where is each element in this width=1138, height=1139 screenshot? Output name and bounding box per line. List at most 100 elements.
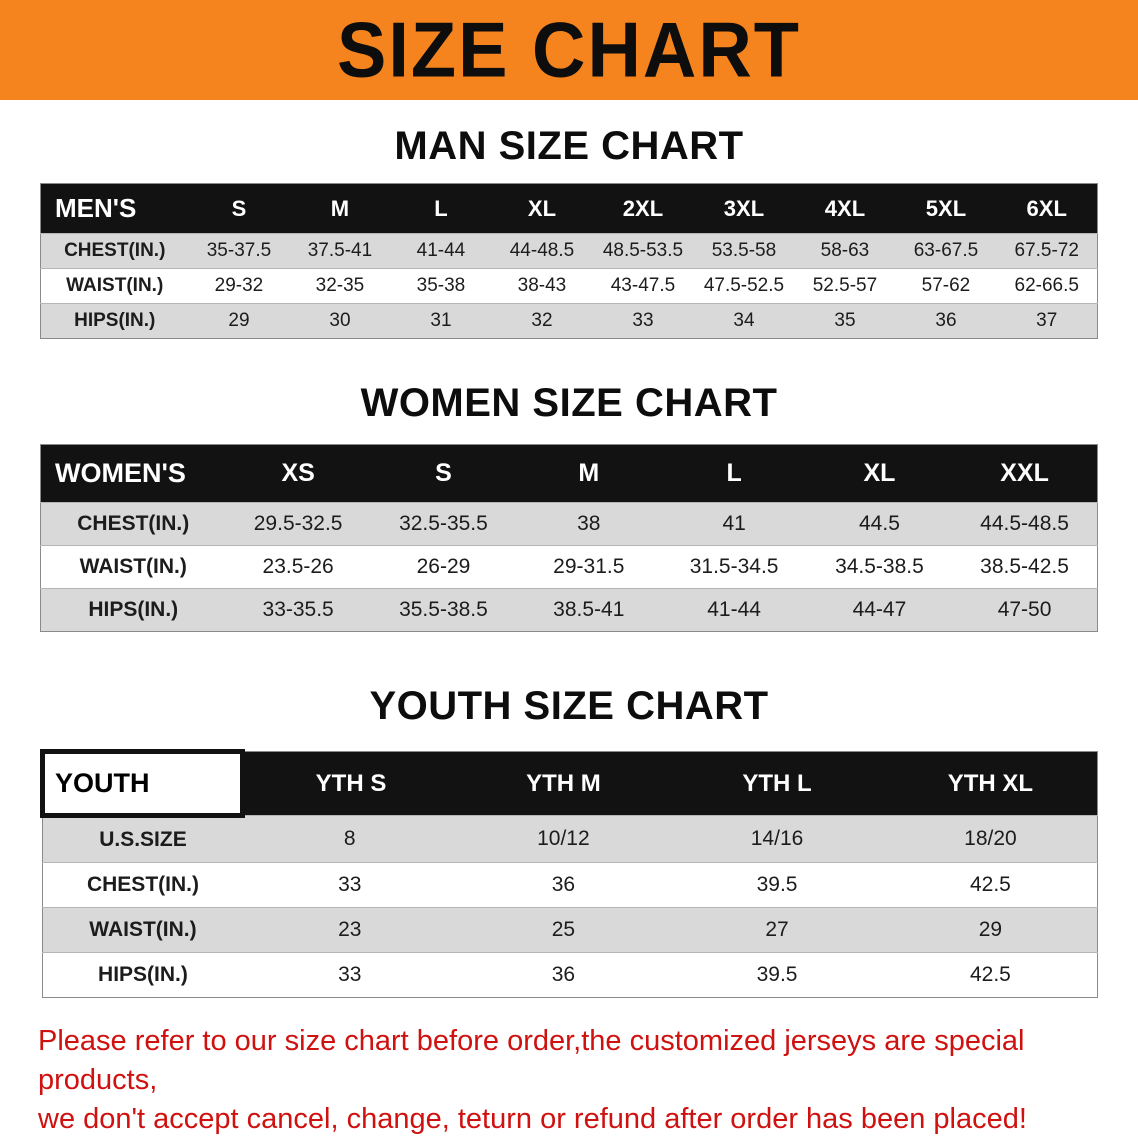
size-value-cell: 32-35: [315, 275, 365, 296]
table-corner-label: YOUTH: [39, 749, 246, 818]
size-value-cell: 33: [338, 963, 362, 986]
row-label: WAIST(IN.): [66, 275, 164, 296]
row-label: WAIST(IN.): [89, 918, 197, 941]
size-value-cell: 31: [430, 310, 452, 331]
size-column-header: L: [390, 183, 492, 234]
youth-section-heading: YOUTH SIZE CHART: [369, 684, 769, 728]
size-column-header: 4XL: [794, 183, 896, 234]
size-value-cell: 35.5-38.5: [399, 598, 488, 621]
size-column-header: XS: [225, 444, 371, 503]
size-value-cell: 42.5: [969, 963, 1011, 986]
size-value-cell: 8: [343, 827, 356, 850]
row-label: CHEST(IN.): [86, 873, 199, 896]
size-value-cell: 36: [551, 963, 576, 986]
row-label: U.S.SIZE: [99, 828, 187, 851]
size-value-cell: 23.5-26: [262, 555, 334, 578]
table-row: HIPS(IN.) 29 30 31 32 33 34 35 36 37: [40, 303, 1098, 339]
size-column-header: 2XL: [592, 183, 694, 234]
size-column-header: L: [661, 444, 807, 503]
size-column-header: S: [370, 444, 517, 503]
table-row: WAIST(IN.) 29-32 32-35 35-38 38-43 43-47.5 47.…: [40, 268, 1098, 304]
size-value-cell: 39.5: [756, 873, 798, 896]
size-value-cell: 41-44: [707, 598, 761, 621]
size-value-cell: 53.5-58: [711, 240, 777, 261]
size-value-cell: 41-44: [416, 240, 466, 261]
size-column-header: S: [188, 183, 290, 234]
size-value-cell: 35-38: [416, 275, 466, 296]
youth-size-section: YOUTH SIZE CHART YOUTH YTH S YTH M YTH L YTH…: [0, 684, 1138, 998]
size-value-cell: 29: [978, 918, 1003, 941]
table-header-row: WOMEN'S XS S M L XL XXL: [40, 444, 1098, 503]
women-size-table: WOMEN'S XS S M L XL XXL CHEST(IN.) 29.5-32.5 32.5…: [40, 444, 1098, 632]
size-value-cell: 44-48.5: [509, 240, 575, 261]
table-corner-label: WOMEN'S: [40, 444, 226, 503]
size-value-cell: 30: [329, 310, 351, 331]
size-value-cell: 33-35.5: [262, 598, 334, 621]
size-value-cell: 42.5: [969, 873, 1011, 896]
size-column-header: XXL: [952, 444, 1098, 503]
size-value-cell: 32: [531, 310, 553, 331]
size-value-cell: 36: [935, 310, 957, 331]
table-row: HIPS(IN.) 33 36 39.5 42.5: [42, 952, 1098, 998]
table-row: CHEST(IN.) 33 36 39.5 42.5: [42, 862, 1098, 908]
size-value-cell: 14/16: [750, 827, 804, 850]
size-value-cell: 38.5-41: [553, 598, 625, 621]
size-column-header: 3XL: [693, 183, 795, 234]
size-value-cell: 29.5-32.5: [253, 512, 343, 535]
women-size-section: WOMEN SIZE CHART WOMEN'S XS S M L XL XXL CHEST(…: [0, 381, 1138, 632]
table-row: HIPS(IN.) 33-35.5 35.5-38.5 38.5-41 41-44 44-…: [40, 588, 1098, 632]
size-value-cell: 57-62: [921, 275, 971, 296]
size-value-cell: 48.5-53.5: [602, 240, 684, 261]
row-label: CHEST(IN.): [77, 512, 190, 535]
size-value-cell: 38.5-42.5: [980, 555, 1069, 578]
size-value-cell: 58-63: [820, 240, 870, 261]
size-value-cell: 29-32: [214, 275, 264, 296]
size-value-cell: 41: [722, 512, 746, 535]
table-row: CHEST(IN.) 29.5-32.5 32.5-35.5 38 41 44.5 44.5…: [40, 502, 1098, 546]
disclaimer-line-2: we don't accept cancel, change, teturn o…: [38, 1103, 1027, 1135]
row-label: WAIST(IN.): [79, 555, 187, 578]
size-value-cell: 29: [228, 310, 250, 331]
men-size-section: MAN SIZE CHART MEN'S S M L XL 2XL 3XL 4XL 5XL 6XL…: [0, 124, 1138, 339]
row-label: HIPS(IN.): [74, 310, 156, 331]
size-value-cell: 67.5-72: [1014, 240, 1079, 261]
size-value-cell: 33: [632, 310, 654, 331]
size-value-cell: 32.5-35.5: [399, 512, 488, 535]
size-value-cell: 44.5-48.5: [980, 512, 1069, 535]
size-column-header: YTH L: [670, 751, 884, 816]
size-column-header: 6XL: [996, 183, 1098, 234]
men-size-table: MEN'S S M L XL 2XL 3XL 4XL 5XL 6XL CHEST(IN.) 35-37…: [40, 183, 1098, 339]
size-value-cell: 31.5-34.5: [689, 555, 779, 578]
size-value-cell: 35-37.5: [206, 240, 272, 261]
size-value-cell: 34: [733, 310, 755, 331]
table-row: CHEST(IN.) 35-37.5 37.5-41 41-44 44-48.5 48.5…: [40, 233, 1098, 269]
page-title: SIZE CHART: [337, 5, 801, 94]
size-value-cell: 35: [834, 310, 856, 331]
size-value-cell: 47-50: [997, 598, 1052, 621]
size-value-cell: 63-67.5: [913, 240, 979, 261]
table-header-row: YOUTH YTH S YTH M YTH L YTH XL: [39, 749, 1098, 818]
table-row: WAIST(IN.) 23.5-26 26-29 29-31.5 31.5-34.5 34…: [40, 545, 1098, 589]
size-value-cell: 44.5: [859, 512, 900, 535]
size-value-cell: 39.5: [756, 963, 798, 986]
table-row: U.S.SIZE 8 10/12 14/16 18/20: [42, 815, 1098, 863]
size-value-cell: 27: [765, 918, 789, 941]
size-value-cell: 37: [1036, 310, 1058, 331]
size-column-header: YTH XL: [883, 751, 1098, 816]
size-column-header: M: [516, 444, 662, 503]
size-value-cell: 10/12: [537, 827, 590, 850]
size-value-cell: 62-66.5: [1014, 275, 1079, 296]
table-corner-label: MEN'S: [40, 183, 189, 234]
size-value-cell: 52.5-57: [812, 275, 878, 296]
table-header-row: MEN'S S M L XL 2XL 3XL 4XL 5XL 6XL: [40, 183, 1098, 234]
row-label: CHEST(IN.): [64, 240, 166, 261]
size-value-cell: 38: [577, 512, 601, 535]
size-value-cell: 43-47.5: [610, 275, 676, 296]
size-column-header: XL: [491, 183, 593, 234]
size-value-cell: 36: [551, 873, 576, 896]
size-value-cell: 37.5-41: [307, 240, 373, 261]
disclaimer: Please refer to our size chart before or…: [0, 1022, 1138, 1139]
size-value-cell: 29-31.5: [553, 555, 625, 578]
row-label: HIPS(IN.): [88, 598, 179, 621]
